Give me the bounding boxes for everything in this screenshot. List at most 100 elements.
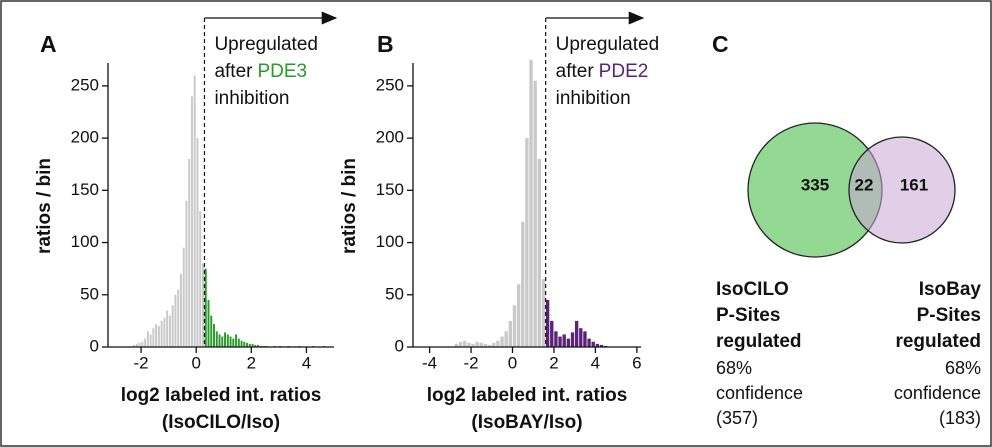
annotation-highlight: PDE2 <box>599 61 649 82</box>
bar <box>558 336 562 347</box>
bar <box>487 344 492 347</box>
y-tick-label: 50 <box>80 284 99 303</box>
panel-label: B <box>377 31 394 57</box>
bar <box>537 159 542 347</box>
bar <box>166 310 169 347</box>
bar <box>483 343 488 347</box>
bar <box>504 331 508 347</box>
y-tick-label: 150 <box>376 180 404 199</box>
bar <box>171 305 174 347</box>
bar <box>257 344 260 347</box>
y-tick-label: 200 <box>71 128 99 147</box>
x-tick-label: 2 <box>247 353 256 372</box>
bar <box>157 326 160 347</box>
x-axis-label: (IsoCILO/Iso) <box>162 412 280 433</box>
x-tick-label: 2 <box>549 353 558 372</box>
bar <box>243 341 246 347</box>
set-label: P-Sites <box>716 305 780 326</box>
set-label: regulated <box>716 331 802 352</box>
y-tick-label: 0 <box>395 336 404 355</box>
bar <box>155 324 158 347</box>
bar <box>210 315 213 347</box>
bar <box>541 279 546 347</box>
annotation-text: after <box>214 61 253 82</box>
bar <box>508 320 512 347</box>
bar <box>224 332 227 347</box>
bar <box>525 138 529 347</box>
bar <box>177 289 180 347</box>
bar <box>141 341 144 347</box>
x-tick-label: 0 <box>191 353 200 372</box>
x-tick-label: 6 <box>632 353 641 372</box>
panel-label: A <box>40 31 57 57</box>
bar <box>463 340 467 347</box>
bar <box>179 273 182 347</box>
annotation: Upregulated <box>556 34 660 55</box>
bar <box>232 338 235 347</box>
bar <box>554 331 558 347</box>
bar <box>533 80 537 348</box>
set-count: 161 <box>900 175 928 194</box>
bar <box>135 343 138 347</box>
bar <box>521 221 525 347</box>
x-tick-label: -2 <box>134 353 149 372</box>
annotation: Upregulated <box>214 34 318 55</box>
bar <box>579 328 583 347</box>
set-label: (357) <box>716 408 758 428</box>
bar <box>193 75 196 347</box>
set-circle <box>848 136 956 244</box>
bar <box>204 268 207 347</box>
y-tick-label: 100 <box>376 232 404 251</box>
bar <box>529 59 533 348</box>
bar <box>570 332 575 347</box>
set-label: 68% <box>945 358 981 378</box>
bar <box>196 138 199 347</box>
bar <box>516 284 521 347</box>
set-label: IsoBay <box>919 279 982 300</box>
y-axis-label: ratios / bin <box>34 158 55 254</box>
bar <box>185 200 188 347</box>
bar <box>168 315 171 347</box>
bar <box>475 341 479 347</box>
bar <box>254 344 257 347</box>
bar <box>591 341 595 347</box>
bar <box>163 317 166 347</box>
set-label: confidence <box>894 383 981 403</box>
bar <box>174 294 177 347</box>
panel-label: C <box>712 31 729 57</box>
bar <box>149 334 152 347</box>
bar <box>479 342 483 347</box>
bar <box>595 343 600 347</box>
annotation-text: after <box>556 61 595 82</box>
bar <box>160 320 163 347</box>
bar <box>144 338 147 347</box>
bar <box>237 338 240 347</box>
set-label: IsoCILO <box>716 279 789 300</box>
set-label: regulated <box>895 331 981 352</box>
bar <box>246 342 249 347</box>
bar <box>566 338 571 347</box>
bar <box>199 211 202 347</box>
bar <box>207 300 210 347</box>
bar <box>454 343 459 347</box>
x-tick-label: -2 <box>463 353 478 372</box>
y-tick-label: 150 <box>71 180 99 199</box>
bar <box>574 320 579 347</box>
bar <box>248 343 251 347</box>
x-tick-label: -4 <box>422 353 437 372</box>
y-tick-label: 50 <box>385 284 404 303</box>
bar <box>467 342 471 347</box>
bar <box>458 341 463 347</box>
bar <box>146 331 149 347</box>
set-count: 335 <box>801 175 829 194</box>
y-tick-label: 0 <box>90 336 99 355</box>
bar <box>182 247 185 347</box>
annotation: after PDE2 <box>556 61 649 82</box>
bar <box>550 320 554 347</box>
bar <box>235 334 238 347</box>
bar <box>492 342 496 347</box>
bar <box>133 344 136 347</box>
annotation: inhibition <box>214 88 289 109</box>
y-tick-label: 250 <box>376 75 404 94</box>
